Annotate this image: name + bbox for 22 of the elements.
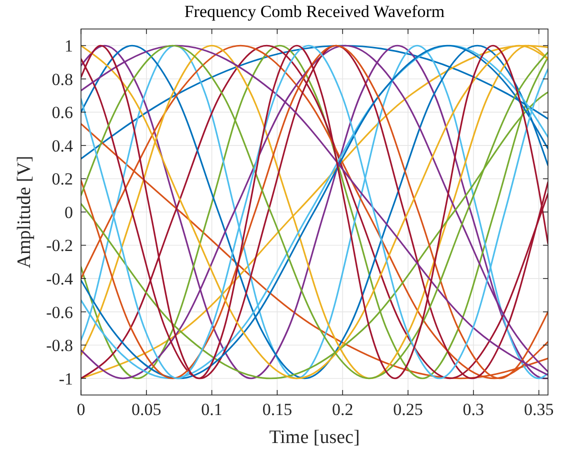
y-tick-label: 0.2 xyxy=(52,170,73,189)
x-tick-label: 0.15 xyxy=(262,400,292,419)
x-tick-label: 0.25 xyxy=(393,400,423,419)
chart-title: Frequency Comb Received Waveform xyxy=(184,2,445,21)
y-tick-label: 0.6 xyxy=(52,103,73,122)
y-tick-label: -0.2 xyxy=(46,236,73,256)
y-tick-label: 1 xyxy=(64,36,73,56)
y-tick-label: 0.4 xyxy=(52,136,74,156)
x-tick-label: 0.35 xyxy=(524,400,554,419)
y-axis-title: Amplitude [V] xyxy=(14,156,35,268)
y-tick-label: 0 xyxy=(64,202,73,222)
y-tick-label: -0.6 xyxy=(46,302,73,322)
x-tick-label: 0.05 xyxy=(132,400,162,419)
x-tick-label: 0 xyxy=(76,400,86,419)
x-tick-label: 0.1 xyxy=(201,400,222,419)
y-tick-label: -0.4 xyxy=(46,269,74,288)
x-tick-label: 0.2 xyxy=(332,400,354,419)
x-tick-label: 0.3 xyxy=(462,400,484,419)
y-tick-label: -0.8 xyxy=(46,336,73,356)
x-axis-title: Time [usec] xyxy=(269,427,360,448)
y-tick-label: 0.8 xyxy=(52,70,73,89)
y-tick-label: -1 xyxy=(58,369,73,388)
